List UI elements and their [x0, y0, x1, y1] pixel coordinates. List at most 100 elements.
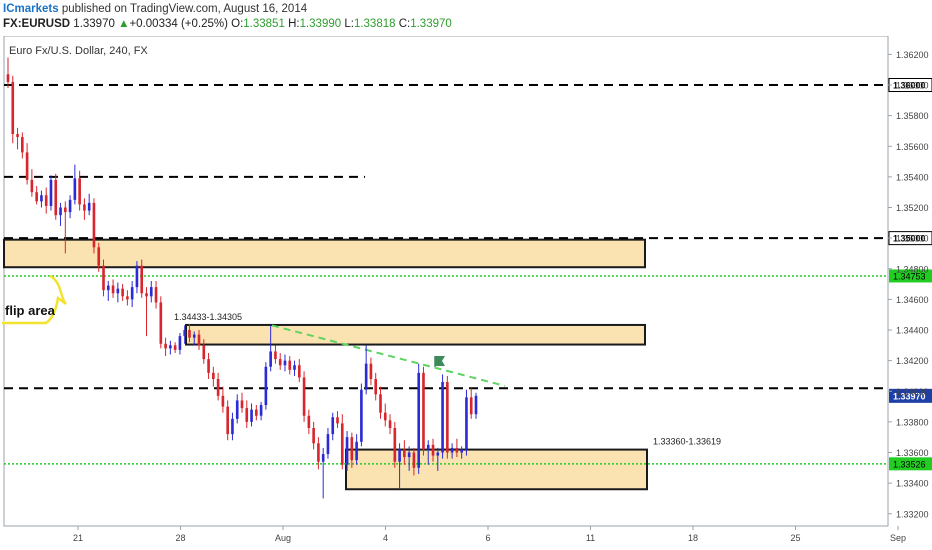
flag-icon[interactable]	[435, 356, 445, 366]
candle-body	[431, 444, 435, 456]
candle-body	[92, 202, 96, 248]
low-value: 1.33818	[353, 18, 396, 30]
candle-body	[73, 178, 77, 200]
candle-body	[226, 406, 229, 435]
price-tick-label: 1.33600	[896, 448, 929, 458]
close-label: C:	[398, 18, 411, 30]
candle-body	[116, 288, 120, 294]
candle-body	[192, 334, 196, 338]
price-tick-label: 1.35400	[896, 172, 929, 182]
candle-body	[135, 265, 139, 288]
candle-body	[30, 179, 34, 193]
candle-body	[417, 372, 421, 468]
price-tick-label: 1.35000	[896, 234, 929, 244]
candle-body	[255, 409, 258, 416]
candle-body	[393, 428, 397, 462]
candle-body	[54, 179, 58, 216]
candle-body	[207, 359, 210, 373]
candle-body	[231, 418, 234, 435]
candle-body	[360, 389, 363, 442]
publisher-name[interactable]: ICmarkets	[3, 3, 59, 15]
candle-body	[145, 293, 148, 297]
time-tick-label: 6	[485, 533, 490, 543]
candle-body	[97, 247, 101, 266]
zone-label: 1.33360-1.33619	[653, 437, 721, 447]
candle-body	[87, 202, 91, 211]
candle-body	[250, 409, 253, 422]
candle-body	[21, 137, 24, 153]
candle-body	[407, 452, 411, 458]
candle-body	[212, 372, 215, 379]
time-tick-label: 18	[688, 533, 698, 543]
candle-body	[126, 296, 129, 300]
low-label: L:	[344, 18, 354, 30]
candle-body	[278, 359, 282, 366]
flip area zone	[3, 238, 646, 269]
candle-body	[259, 405, 263, 416]
open-label: O:	[231, 18, 244, 30]
candle-body	[355, 441, 358, 461]
candle-body	[307, 415, 311, 428]
candle-body	[436, 452, 440, 456]
high-label: H:	[288, 18, 300, 30]
candle-body	[173, 345, 177, 350]
open-value: 1.33851	[243, 18, 285, 30]
candle-body	[326, 434, 330, 455]
change-up-icon: ▲	[118, 18, 130, 30]
candle-body	[469, 397, 473, 415]
last-price-label: 1.33970	[893, 391, 926, 401]
candle-body	[297, 365, 301, 378]
green-level-tag	[889, 269, 932, 283]
time-tick-label: 11	[586, 533, 595, 543]
candle-body	[379, 394, 382, 413]
candle-body	[274, 351, 277, 360]
candle-body	[398, 449, 401, 462]
price-tick-label: 1.36200	[896, 50, 929, 60]
candle-body	[269, 351, 272, 367]
price-tick-label: 1.33400	[896, 479, 929, 489]
candle-body	[216, 379, 220, 396]
candle-body	[6, 74, 10, 82]
candle-body	[293, 365, 296, 370]
time-tick-label: Aug	[275, 533, 291, 543]
candle-body	[412, 452, 416, 468]
candle-body	[283, 360, 287, 366]
candle-body	[474, 395, 478, 415]
candle-body	[288, 360, 292, 370]
candle-body	[49, 179, 53, 206]
levels-layer: 1.36000 1.35000 1.34753 1.33526 1.33970	[4, 78, 932, 471]
candle-body	[25, 152, 29, 180]
candle-body	[350, 437, 354, 461]
candle-body	[235, 400, 239, 419]
time-tick-label: 25	[790, 533, 800, 543]
candle-body	[202, 345, 206, 360]
price-tick-label: 1.34400	[896, 326, 929, 336]
green-level-label: 1.33526	[893, 459, 926, 469]
candle-body	[169, 345, 172, 349]
time-tick-label: 21	[73, 533, 83, 543]
flip-area-callout	[2, 274, 67, 325]
price-tick-label: 1.33800	[896, 417, 929, 427]
price-axis: 1.36200 1.36000 1.35800 1.35600 1.35400 1.352…	[888, 50, 929, 519]
candles-layer	[6, 57, 478, 499]
price-chart[interactable]: Euro Fx/U.S. Dollar, 240, FX 1.34433-1.3…	[0, 36, 932, 550]
candle-body	[59, 207, 62, 216]
candle-body	[11, 81, 15, 134]
green-level-label: 1.34753	[893, 271, 926, 281]
candle-body	[78, 178, 81, 205]
close-value: 1.33970	[410, 18, 452, 30]
lower demand zone	[345, 448, 648, 491]
candle-body	[245, 408, 249, 422]
high-value: 1.33990	[299, 18, 342, 30]
time-tick-label: 4	[383, 533, 388, 543]
candle-body	[422, 372, 425, 450]
candle-body	[465, 397, 468, 450]
candle-body	[16, 134, 19, 138]
candle-body	[130, 287, 134, 300]
candle-body	[197, 334, 201, 346]
candle-body	[140, 265, 144, 294]
candle-body	[264, 366, 268, 406]
candle-body	[63, 207, 67, 213]
candle-body	[83, 204, 86, 211]
symbol-name: FX:EURUSD	[3, 18, 71, 30]
